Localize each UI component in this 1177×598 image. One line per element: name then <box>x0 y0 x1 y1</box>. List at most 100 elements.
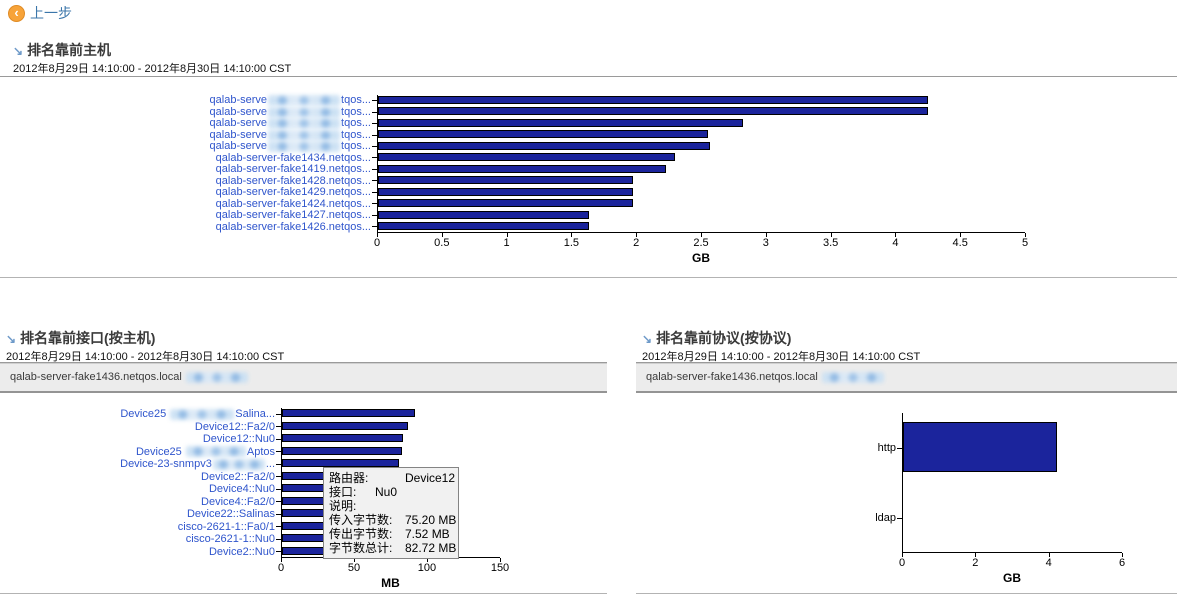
axis-tick <box>830 233 832 237</box>
category-tick <box>276 438 281 440</box>
tooltip-label: 传入字节数: <box>329 513 393 527</box>
bar[interactable] <box>282 459 399 467</box>
category-row: qalab-serve tqos... <box>6 128 377 142</box>
bar[interactable] <box>378 107 928 115</box>
back-link[interactable]: 上一步 <box>30 5 72 21</box>
category-label[interactable]: Device25 Salina... <box>120 408 275 420</box>
tooltip-value: Device12 <box>405 471 456 485</box>
category-label[interactable]: qalab-server-fake1428.netqos... <box>215 174 371 187</box>
category-label[interactable]: Device-23-snmpv3... <box>120 458 275 470</box>
plot-area <box>902 413 1122 553</box>
bar[interactable] <box>378 119 743 127</box>
category-row: Device2::Nu0 <box>0 546 281 559</box>
bar[interactable] <box>282 434 403 442</box>
category-label[interactable]: Device4::Fa2/0 <box>201 495 275 508</box>
interface-tooltip: 路由器: Device12 接口: Nu0 说明: 传入字节数: 75.20 M… <box>323 467 459 559</box>
category-label[interactable]: qalab-server-fake1429.netqos... <box>215 186 371 198</box>
tooltip-label: 传出字节数: <box>329 527 393 541</box>
x-axis: 0 50 100 150 <box>278 558 509 575</box>
category-label[interactable]: Device12::Fa2/0 <box>194 420 275 433</box>
category-row: qalab-serve tqos... <box>6 95 377 107</box>
category-label[interactable]: Device25 Aptos <box>135 445 275 458</box>
back-nav[interactable]: ‹ 上一步 <box>8 3 72 23</box>
category-row: Device-23-snmpv3... <box>0 458 281 471</box>
bar[interactable] <box>903 422 1057 472</box>
category-label[interactable]: qalab-server-fake1426.netqos... <box>215 220 371 233</box>
bar[interactable] <box>378 165 666 173</box>
axis-tick-label: 0.5 <box>434 237 450 249</box>
category-tick <box>372 180 377 182</box>
bar[interactable] <box>378 199 633 207</box>
redacted-text <box>170 408 235 420</box>
category-tick <box>897 447 902 449</box>
category-tick <box>276 476 281 478</box>
category-label[interactable]: Device2::Nu0 <box>208 545 275 558</box>
bar[interactable] <box>282 447 402 455</box>
redacted-text <box>268 118 341 129</box>
category-row: qalab-server-fake1419.netqos... <box>6 163 377 176</box>
bar[interactable] <box>378 176 633 184</box>
host-row[interactable]: qalab-server-fake1436.netqos.local <box>0 363 607 393</box>
axis-tick <box>1025 233 1026 237</box>
axis-tick <box>1122 553 1123 557</box>
category-label[interactable]: qalab-server-fake1427.netqos... <box>215 209 371 221</box>
category-tick <box>276 551 281 553</box>
category-tick <box>276 501 281 503</box>
category-label[interactable]: qalab-server-fake1424.netqos... <box>215 197 371 210</box>
bar[interactable] <box>378 211 589 219</box>
bar[interactable] <box>282 409 415 417</box>
tooltip-label: 路由器: <box>329 471 369 485</box>
section-title-top-protocols: ↘ 排名靠前协议(按协议) <box>642 328 791 348</box>
category-label[interactable]: Device12::Nu0 <box>202 433 275 445</box>
axis-tick <box>765 233 767 237</box>
category-row: Device12::Fa2/0 <box>0 421 281 434</box>
category-label[interactable]: qalab-serve tqos... <box>209 94 371 107</box>
category-label[interactable]: cisco-2621-1::Nu0 <box>185 533 275 545</box>
axis-tick-label: 150 <box>490 562 510 574</box>
category-label[interactable]: cisco-2621-1::Fa0/1 <box>177 520 275 533</box>
category-tick <box>372 134 377 136</box>
axis-tick-label: 50 <box>347 562 361 574</box>
bar[interactable] <box>378 222 589 230</box>
category-label[interactable]: qalab-serve tqos... <box>209 117 371 130</box>
category-tick <box>372 226 377 228</box>
bar[interactable] <box>378 153 675 161</box>
category-label[interactable]: Device22::Salinas <box>186 508 275 520</box>
plot-area <box>377 95 1025 233</box>
date-range-top-hosts: 2012年8月29日 14:10:00 - 2012年8月30日 14:10:0… <box>13 63 292 75</box>
redacted-text <box>185 446 246 458</box>
category-label[interactable]: qalab-serve tqos... <box>209 128 371 141</box>
redacted-text <box>212 458 265 470</box>
category-row: qalab-server-fake1426.netqos... <box>6 220 377 234</box>
axis-tick <box>500 558 501 562</box>
category-label: http <box>877 442 896 454</box>
category-label[interactable]: qalab-server-fake1419.netqos... <box>215 163 371 175</box>
category-label[interactable]: qalab-server-fake1434.netqos... <box>215 151 371 164</box>
category-tick <box>372 157 377 159</box>
axis-unit-label: MB <box>381 576 400 590</box>
category-label[interactable]: Device4::Nu0 <box>208 483 275 495</box>
axis-tick-label: 2.5 <box>693 237 709 249</box>
divider <box>636 593 1177 594</box>
category-row: Device25 Salina... <box>0 408 281 421</box>
category-label[interactable]: Device2::Fa2/0 <box>201 470 275 483</box>
bar[interactable] <box>378 96 928 104</box>
category-row: cisco-2621-1::Nu0 <box>0 533 281 546</box>
category-label[interactable]: qalab-serve tqos... <box>209 105 371 118</box>
bar[interactable] <box>282 422 408 430</box>
host-name: qalab-server-fake1436.netqos.local <box>10 371 182 383</box>
category-tick <box>276 513 281 515</box>
category-tick <box>897 517 902 519</box>
bar[interactable] <box>378 130 708 138</box>
host-row[interactable]: qalab-server-fake1436.netqos.local <box>636 363 1177 393</box>
divider <box>0 362 607 363</box>
bar[interactable] <box>378 142 710 150</box>
category-row: Device12::Nu0 <box>0 433 281 446</box>
axis-tick-label: 3.5 <box>822 237 839 249</box>
axis-tick <box>377 233 378 237</box>
category-row: http <box>636 413 902 483</box>
redacted-ip <box>185 371 248 383</box>
axis-tick-label: 4 <box>1045 557 1052 569</box>
category-label[interactable]: qalab-serve tqos... <box>209 140 371 153</box>
bar[interactable] <box>378 188 633 196</box>
